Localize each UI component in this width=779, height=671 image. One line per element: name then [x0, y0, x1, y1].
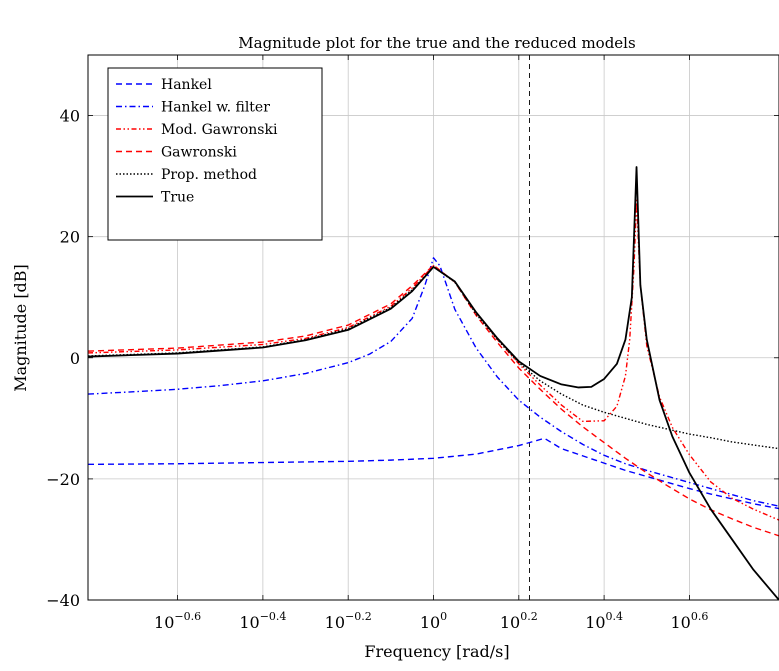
x-tick-label: 100.6 — [670, 610, 708, 632]
legend-label: Mod. Gawronski — [161, 122, 278, 138]
y-tick-label: −40 — [46, 591, 80, 610]
x-tick-exponent: −0.6 — [174, 610, 201, 623]
series-line-hankel-w-filter — [88, 257, 779, 507]
legend: Hankel Hankel w. filter Mod. Gawronski Gawr… — [107, 67, 323, 241]
legend-label: Prop. method — [161, 167, 257, 183]
x-tick-base: 10 — [420, 613, 440, 632]
y-tick-label: 0 — [70, 349, 80, 368]
series-line-hankel — [88, 437, 779, 510]
x-tick-exponent: 0.2 — [520, 610, 538, 623]
y-tick-label: −20 — [46, 470, 80, 489]
x-tick-label: 10−0.4 — [239, 610, 286, 632]
x-tick-label: 10−0.6 — [154, 610, 201, 632]
x-tick-base: 10 — [500, 613, 520, 632]
y-tick-label: 40 — [60, 107, 80, 126]
x-axis-label: Frequency [rad/s] — [364, 642, 509, 661]
legend-box — [107, 67, 323, 241]
x-tick-label: 100.2 — [500, 610, 538, 632]
series-line-true — [88, 166, 779, 600]
y-tick-label: 20 — [60, 228, 80, 247]
x-tick-base: 10 — [585, 613, 605, 632]
legend-label: True — [161, 190, 194, 206]
x-tick-base: 10 — [325, 613, 345, 632]
chart-title: Magnitude plot for the true and the redu… — [238, 34, 635, 52]
legend-label: Hankel — [161, 77, 212, 93]
x-tick-exponent: −0.2 — [345, 610, 372, 623]
x-tick-base: 10 — [239, 613, 259, 632]
x-tick-base: 10 — [154, 613, 174, 632]
series-line-gawronski — [88, 264, 779, 537]
x-tick-label: 100 — [420, 610, 447, 632]
x-tick-label: 10−0.2 — [325, 610, 372, 632]
x-tick-exponent: 0 — [440, 610, 447, 623]
y-axis-label: Magnitude [dB] — [11, 264, 30, 392]
series-line-mod-gawronski — [88, 199, 779, 521]
ticks: 10−0.6 10−0.4 10−0.2 100 100.2 100.4 100.64020… — [46, 55, 779, 632]
series-group — [88, 166, 779, 600]
series-line-prop-method — [88, 266, 779, 450]
legend-label: Hankel w. filter — [161, 100, 270, 116]
x-tick-base: 10 — [670, 613, 690, 632]
legend-label: Gawronski — [161, 145, 237, 161]
x-tick-exponent: 0.6 — [691, 610, 709, 623]
x-tick-exponent: 0.4 — [606, 610, 624, 623]
x-tick-label: 100.4 — [585, 610, 623, 632]
x-tick-exponent: −0.4 — [260, 610, 287, 623]
